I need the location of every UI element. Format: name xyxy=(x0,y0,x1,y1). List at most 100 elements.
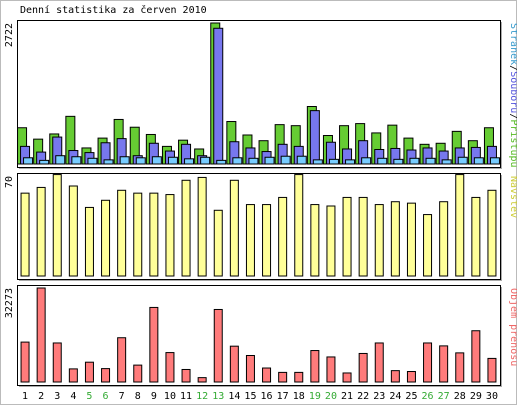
day-label: 25 xyxy=(405,391,417,402)
day-label: 26 xyxy=(422,391,434,402)
bar-kbytes xyxy=(278,371,288,383)
legend-separator: / xyxy=(508,65,517,71)
bar-kbytes xyxy=(149,306,159,383)
bar-kbytes xyxy=(439,345,449,383)
bar-pages xyxy=(200,156,211,165)
bar-visits xyxy=(262,204,272,277)
bar-kbytes xyxy=(455,352,465,383)
bar-visits xyxy=(471,196,481,277)
bar-pages xyxy=(280,155,291,165)
bar-files xyxy=(309,110,320,165)
bar-kbytes xyxy=(101,368,111,383)
bar-pages xyxy=(441,159,452,165)
bar-pages xyxy=(184,158,195,165)
legend-hits: Přístupů xyxy=(508,119,517,167)
day-label: 24 xyxy=(389,391,401,402)
bar-kbytes xyxy=(229,345,239,383)
bar-visits xyxy=(455,174,465,277)
day-label: 9 xyxy=(151,391,157,402)
bar-kbytes xyxy=(245,354,255,383)
bar-visits xyxy=(133,192,143,277)
bar-visits xyxy=(406,202,416,277)
bar-kbytes xyxy=(342,372,352,383)
bar-pages xyxy=(473,157,484,165)
day-label: 13 xyxy=(212,391,224,402)
bar-kbytes xyxy=(36,287,46,383)
bar-pages xyxy=(296,155,307,165)
bar-pages xyxy=(377,157,388,165)
bar-visits xyxy=(213,209,223,277)
bar-pages xyxy=(312,159,323,165)
bar-kbytes xyxy=(197,377,207,383)
day-label: 4 xyxy=(70,391,76,402)
bar-pages xyxy=(328,158,339,165)
bar-visits xyxy=(439,201,449,277)
visits-panel-frame xyxy=(17,173,501,280)
day-label: 1 xyxy=(22,391,28,402)
bar-visits xyxy=(326,205,336,277)
bar-kbytes xyxy=(487,357,497,383)
bar-visits xyxy=(342,196,352,277)
legend-visits: Návštěv xyxy=(508,176,517,218)
day-label: 5 xyxy=(86,391,92,402)
bar-pages xyxy=(103,159,114,165)
bar-kbytes xyxy=(406,371,416,383)
bar-kbytes xyxy=(471,330,481,383)
bar-visits xyxy=(310,204,320,277)
bar-kbytes xyxy=(358,352,368,383)
bar-visits xyxy=(374,204,384,277)
bar-kbytes xyxy=(52,342,62,383)
bar-kbytes xyxy=(294,371,304,383)
kbytes-panel-frame xyxy=(17,285,501,386)
bar-pages xyxy=(248,157,259,165)
bar-pages xyxy=(55,155,66,165)
requests-legend: Stránek/Souborů/Přístupů xyxy=(508,23,517,168)
bar-pages xyxy=(87,157,98,165)
bar-pages xyxy=(425,157,436,165)
bar-kbytes xyxy=(326,356,336,383)
bar-visits xyxy=(294,174,304,277)
bar-pages xyxy=(489,157,500,165)
day-label: 30 xyxy=(486,391,498,402)
bar-files xyxy=(213,27,224,165)
bar-pages xyxy=(23,157,34,165)
bar-visits xyxy=(36,186,46,277)
bar-kbytes xyxy=(181,368,191,383)
bar-pages xyxy=(119,156,130,165)
bar-visits xyxy=(101,199,111,277)
day-label: 12 xyxy=(196,391,208,402)
bar-pages xyxy=(151,156,162,165)
bar-pages xyxy=(39,159,50,165)
day-label: 18 xyxy=(293,391,305,402)
bar-visits xyxy=(20,192,30,277)
bar-visits xyxy=(197,176,207,277)
day-label: 10 xyxy=(164,391,176,402)
day-label: 15 xyxy=(244,391,256,402)
day-label: 20 xyxy=(325,391,337,402)
bar-visits xyxy=(278,196,288,277)
bar-kbytes xyxy=(423,342,433,383)
bar-kbytes xyxy=(133,364,143,383)
day-label: 27 xyxy=(438,391,450,402)
day-label: 14 xyxy=(228,391,240,402)
bar-pages xyxy=(167,156,178,165)
day-label: 29 xyxy=(470,391,482,402)
bar-visits xyxy=(487,189,497,277)
bar-visits xyxy=(84,206,94,277)
bar-visits xyxy=(245,204,255,277)
bar-kbytes xyxy=(390,370,400,383)
bar-pages xyxy=(71,156,82,165)
bar-kbytes xyxy=(213,308,223,383)
bar-pages xyxy=(216,159,227,165)
bar-kbytes xyxy=(117,337,127,383)
bar-kbytes xyxy=(20,341,30,383)
visits-ymax-label: 70 xyxy=(4,176,15,188)
bar-kbytes xyxy=(374,342,384,383)
bar-pages xyxy=(409,157,420,165)
bar-visits xyxy=(165,194,175,277)
day-label: 19 xyxy=(309,391,321,402)
day-label: 23 xyxy=(373,391,385,402)
kbytes-ymax-label: 32273 xyxy=(4,288,15,318)
bar-visits xyxy=(117,189,127,277)
day-label: 16 xyxy=(261,391,273,402)
